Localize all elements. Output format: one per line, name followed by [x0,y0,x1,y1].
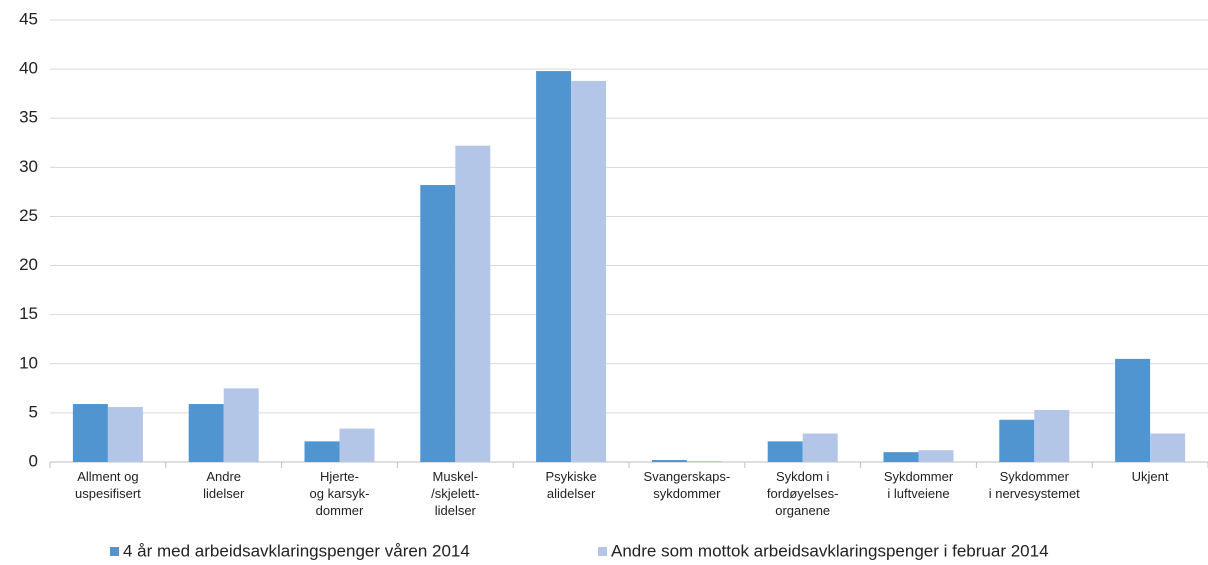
bar [1034,409,1070,462]
bar [107,406,143,462]
x-tick-label-line: Svangerskaps- [644,469,731,484]
legend-label: 4 år med arbeidsavklaringspenger våren 2… [123,541,470,560]
x-tick-label: Sykdommer i luftveiene [884,469,954,501]
y-tick-label: 25 [19,206,38,225]
x-tick-label: Hjerte-og karsyk-dommer [310,469,370,518]
x-tick-label: Andre lidelser [203,469,245,501]
y-tick-label: 40 [19,59,38,78]
x-tick-label: Sykdom i fordøyelses-organene [767,469,839,518]
bar [651,460,687,462]
x-tick-label-line: Hjerte- [320,469,359,484]
bar [536,71,572,462]
legend-swatch [598,547,607,556]
x-tick-label-line: lidelser [203,486,245,501]
bar [802,433,838,462]
x-tick-label-line: i nervesystemet [989,486,1080,501]
bar [223,388,259,462]
legend-swatch [110,547,119,556]
bar [571,80,607,463]
y-tick-label: 5 [29,402,38,421]
x-tick-label-line: lidelser [435,503,477,518]
x-tick-label-line: Psykiske [545,469,596,484]
x-tick-label: Allment og uspesifisert [75,469,141,501]
x-tick-label: Sykdommer i nervesystemet [989,469,1080,501]
bar [188,404,224,462]
y-tick-label: 10 [19,353,38,372]
x-tick-label-line: Sykdom i [776,469,830,484]
x-tick-label-line: og karsyk- [310,486,370,501]
y-tick-label: 35 [19,108,38,127]
y-tick-label: 30 [19,157,38,176]
bar [304,441,340,462]
x-tick-label-line: fordøyelses- [767,486,839,501]
bar [1150,433,1186,462]
bar [455,145,491,463]
x-tick-label: Muskel- /skjelett-lidelser [431,469,479,518]
x-tick-label-line: dommer [316,503,364,518]
x-tick-label-line: Allment og [77,469,138,484]
x-tick-label: Psykiske alidelser [545,469,596,501]
x-tick-label-line: sykdommer [653,486,721,501]
bar [339,428,375,462]
y-tick-label: 15 [19,304,38,323]
x-tick-label-line: uspesifisert [75,486,141,501]
x-tick-label-line: Muskel- [433,469,479,484]
x-tick-label-line: /skjelett- [431,486,479,501]
x-tick-label-line: organene [775,503,830,518]
bar [918,450,954,462]
bar [999,419,1035,462]
x-tick-label: Svangerskaps-sykdommer [644,469,731,501]
x-tick-label-line: alidelser [547,486,596,501]
x-tick-label-line: Andre [206,469,241,484]
bar [686,461,722,462]
x-tick-label-line: Sykdommer [1000,469,1070,484]
bar [883,452,919,462]
y-tick-label: 20 [19,255,38,274]
bar [420,185,456,462]
bar [72,404,108,462]
y-tick-label: 45 [19,9,38,28]
x-tick-label-line: i luftveiene [887,486,949,501]
legend-label: Andre som mottok arbeidsavklaringspenger… [611,541,1049,560]
x-tick-label-line: Sykdommer [884,469,954,484]
bar [767,441,803,462]
x-tick-label-line: Ukjent [1132,469,1169,484]
y-tick-label: 0 [29,451,38,470]
x-tick-label: Ukjent [1132,469,1169,484]
bar [1115,358,1151,462]
